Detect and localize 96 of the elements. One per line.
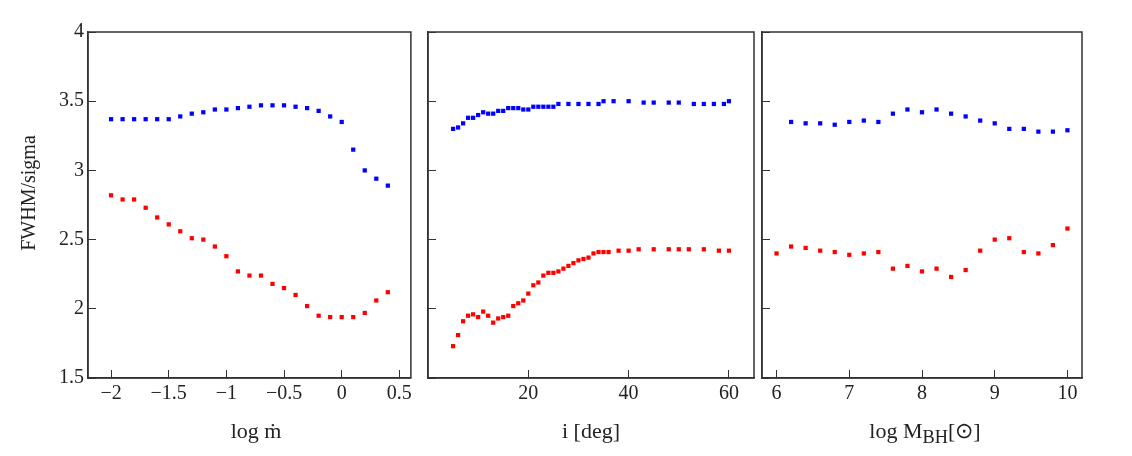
point	[561, 266, 566, 271]
point	[905, 107, 910, 112]
point	[626, 248, 631, 253]
point	[774, 251, 779, 256]
x-tick-label: 60	[718, 381, 739, 404]
y-tick-label: 2.5	[59, 226, 84, 249]
y-axis-title: FWHM/sigma	[16, 135, 40, 251]
y-tick-label: 2	[74, 296, 84, 319]
x-tick-label: 10	[1057, 381, 1078, 404]
y-tick-label: 4	[74, 19, 84, 42]
point	[556, 101, 561, 107]
point	[576, 258, 581, 263]
point	[201, 237, 206, 242]
point	[601, 99, 606, 104]
point	[576, 101, 581, 107]
point	[212, 244, 217, 249]
x-tick-label: 0	[336, 381, 347, 404]
point	[270, 103, 275, 108]
point	[293, 104, 298, 109]
point	[919, 269, 925, 274]
point	[235, 269, 241, 274]
point	[541, 273, 546, 278]
point	[905, 263, 910, 269]
x-tick-label: −0.5	[265, 381, 303, 404]
point	[596, 101, 601, 107]
x-axis-title: i [deg]	[561, 418, 621, 444]
point	[224, 107, 229, 112]
point	[155, 215, 160, 220]
point	[224, 254, 229, 259]
point	[616, 248, 621, 253]
point	[526, 107, 531, 112]
point	[641, 100, 646, 105]
point	[626, 99, 631, 104]
point	[247, 273, 252, 278]
point	[496, 316, 501, 321]
point	[992, 237, 997, 242]
point	[934, 107, 939, 112]
point	[247, 104, 252, 109]
y-tick-label: 3.5	[59, 88, 84, 111]
point	[293, 292, 298, 298]
point	[861, 251, 866, 256]
x-tick-label: −2	[100, 381, 122, 404]
point	[328, 114, 333, 119]
point	[551, 104, 556, 109]
point	[1065, 128, 1070, 133]
x-tick-label: −1.5	[150, 381, 187, 404]
x-tick-label: 8	[917, 381, 927, 404]
point	[178, 114, 183, 119]
x-tick-label: 9	[989, 381, 1000, 404]
point	[521, 298, 526, 303]
point	[1036, 251, 1041, 256]
x-tick-label: 0.5	[386, 381, 412, 404]
y-tick-label: 1.5	[59, 365, 84, 388]
point	[586, 255, 591, 260]
point	[566, 101, 571, 107]
point	[566, 263, 571, 269]
point	[270, 281, 275, 287]
point	[526, 291, 531, 296]
point	[1065, 226, 1070, 231]
point	[521, 107, 526, 112]
x-axis-title: log M$_{BH}$[⊙]	[868, 418, 982, 449]
point	[861, 118, 866, 123]
x-tick-label: 6	[771, 381, 782, 404]
point	[120, 197, 125, 202]
x-tick-label: −1	[215, 381, 238, 404]
x-axis-title: log ṁ	[229, 418, 283, 444]
point	[362, 168, 367, 173]
point	[571, 261, 576, 266]
point	[788, 244, 794, 249]
point	[586, 101, 591, 107]
point	[481, 309, 486, 314]
point	[536, 280, 541, 285]
point	[963, 114, 968, 119]
point	[601, 249, 606, 255]
point	[978, 118, 983, 123]
y-tick-label: 3	[74, 157, 84, 180]
point	[212, 107, 217, 112]
point	[132, 197, 137, 202]
point	[596, 249, 601, 255]
x-tick-label: 7	[844, 381, 855, 404]
point	[611, 99, 616, 104]
point	[591, 251, 596, 256]
point	[934, 266, 939, 271]
point	[551, 270, 556, 275]
x-tick-label: 20	[518, 381, 539, 404]
point	[606, 249, 611, 255]
x-tick-label: 40	[618, 381, 639, 404]
point	[258, 273, 264, 278]
point	[581, 256, 586, 262]
point	[556, 269, 561, 274]
point	[455, 125, 461, 130]
point	[120, 117, 125, 122]
point	[651, 100, 656, 105]
point	[666, 100, 671, 105]
point	[374, 298, 379, 303]
point	[676, 100, 681, 105]
